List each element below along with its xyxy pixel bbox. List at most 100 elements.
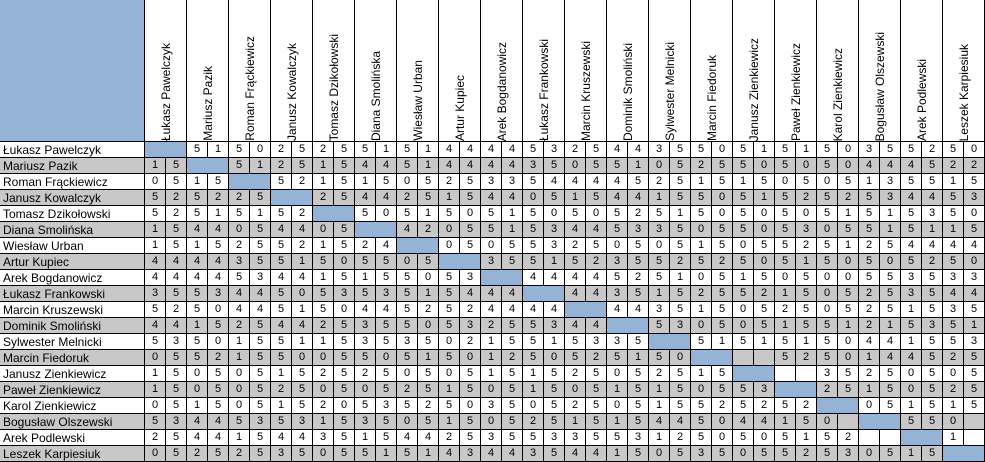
score-cell: 1	[187, 238, 208, 254]
score-cell: 3	[544, 238, 565, 254]
score-cell: 4	[628, 302, 649, 318]
score-cell	[859, 430, 880, 446]
score-cell: 5	[565, 334, 586, 350]
score-cell: 5	[880, 366, 901, 382]
score-cell: 3	[523, 158, 544, 174]
score-cell	[880, 430, 901, 446]
score-cell: 4	[481, 302, 502, 318]
score-cell: 3	[922, 318, 943, 334]
score-cell: 3	[691, 446, 712, 462]
score-cell: 1	[691, 238, 712, 254]
row-name: Roman Frąckiewicz	[0, 174, 145, 190]
column-header-label: Paweł Zienkiewicz	[788, 42, 803, 141]
score-cell: 5	[586, 190, 607, 206]
score-cell: 3	[628, 430, 649, 446]
score-cell: 5	[712, 238, 733, 254]
score-cell: 5	[292, 382, 313, 398]
score-cell: 2	[313, 190, 334, 206]
score-cell: 0	[523, 190, 544, 206]
score-cell: 2	[943, 382, 964, 398]
score-cell: 2	[313, 366, 334, 382]
score-cell: 5	[922, 174, 943, 190]
score-cell: 0	[649, 238, 670, 254]
score-cell: 5	[628, 414, 649, 430]
score-cell: 0	[481, 414, 502, 430]
score-cell: 5	[691, 414, 712, 430]
score-cell: 1	[187, 318, 208, 334]
score-cell: 0	[418, 318, 439, 334]
score-cell: 0	[145, 350, 166, 366]
column-header: Łukasz Frankowski	[523, 0, 565, 142]
score-cell: 0	[880, 254, 901, 270]
score-cell: 4	[859, 158, 880, 174]
score-cell: 4	[502, 302, 523, 318]
score-cell: 5	[901, 174, 922, 190]
score-cell: 1	[649, 382, 670, 398]
diagonal-cell	[901, 430, 943, 446]
score-cell: 5	[523, 222, 544, 238]
score-cell: 5	[943, 190, 964, 206]
diagonal-cell	[691, 350, 733, 366]
score-cell: 5	[376, 254, 397, 270]
score-cell: 5	[208, 174, 229, 190]
score-cell: 5	[250, 446, 271, 462]
score-cell: 5	[754, 446, 775, 462]
score-cell: 1	[796, 254, 817, 270]
diagonal-cell	[229, 174, 271, 190]
row-name: Łukasz Pawelczyk	[0, 142, 145, 158]
score-cell: 5	[334, 366, 355, 382]
score-cell: 1	[355, 430, 376, 446]
score-cell: 5	[271, 254, 292, 270]
diagonal-cell	[439, 254, 481, 270]
score-cell: 0	[355, 382, 376, 398]
score-cell: 4	[565, 270, 586, 286]
score-cell: 5	[796, 174, 817, 190]
score-cell: 2	[817, 382, 838, 398]
score-cell: 4	[208, 414, 229, 430]
score-cell: 5	[775, 350, 796, 366]
score-cell: 1	[145, 382, 166, 398]
score-cell: 0	[376, 206, 397, 222]
score-cell: 5	[691, 398, 712, 414]
score-cell: 5	[586, 142, 607, 158]
score-cell: 5	[943, 254, 964, 270]
column-header: Janusz Kowalczyk	[271, 0, 313, 142]
column-header-label: Janusz Zienkiewicz	[746, 37, 761, 141]
score-cell: 0	[523, 398, 544, 414]
score-cell: 3	[460, 446, 481, 462]
score-cell: 2	[439, 174, 460, 190]
score-cell: 5	[397, 206, 418, 222]
score-cell: 1	[418, 206, 439, 222]
score-cell: 5	[292, 158, 313, 174]
score-cell: 5	[733, 334, 754, 350]
score-cell: 5	[838, 222, 859, 238]
score-cell: 4	[565, 286, 586, 302]
score-cell: 1	[649, 430, 670, 446]
score-cell: 1	[775, 318, 796, 334]
score-cell: 4	[187, 254, 208, 270]
score-cell: 4	[250, 302, 271, 318]
score-cell: 4	[607, 190, 628, 206]
score-cell: 4	[586, 446, 607, 462]
score-cell: 5	[481, 222, 502, 238]
score-cell: 1	[439, 382, 460, 398]
score-cell: 5	[880, 398, 901, 414]
score-cell: 4	[859, 334, 880, 350]
score-cell: 5	[565, 350, 586, 366]
score-cell: 5	[145, 206, 166, 222]
score-cell: 1	[838, 238, 859, 254]
score-cell: 2	[754, 286, 775, 302]
column-header: Dominik Smoliński	[607, 0, 649, 142]
score-cell: 5	[292, 446, 313, 462]
score-cell: 5	[334, 174, 355, 190]
score-cell: 4	[754, 414, 775, 430]
score-cell: 0	[964, 254, 985, 270]
score-cell: 1	[145, 238, 166, 254]
score-cell: 5	[502, 254, 523, 270]
score-cell: 5	[922, 398, 943, 414]
score-cell: 5	[208, 238, 229, 254]
score-cell: 5	[838, 366, 859, 382]
score-cell: 2	[502, 350, 523, 366]
score-cell: 1	[544, 254, 565, 270]
score-cell: 2	[523, 414, 544, 430]
